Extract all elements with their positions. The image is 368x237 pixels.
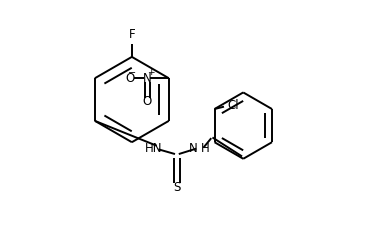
Text: −: − [128, 68, 137, 78]
Text: +: + [147, 68, 155, 77]
Text: O: O [143, 96, 152, 108]
Text: Cl: Cl [227, 100, 239, 112]
Text: H: H [201, 142, 209, 155]
Text: O: O [125, 72, 134, 85]
Text: HN: HN [144, 142, 162, 155]
Text: S: S [173, 181, 181, 194]
Text: F: F [128, 28, 135, 41]
Text: N: N [189, 142, 198, 155]
Text: N: N [143, 72, 152, 85]
